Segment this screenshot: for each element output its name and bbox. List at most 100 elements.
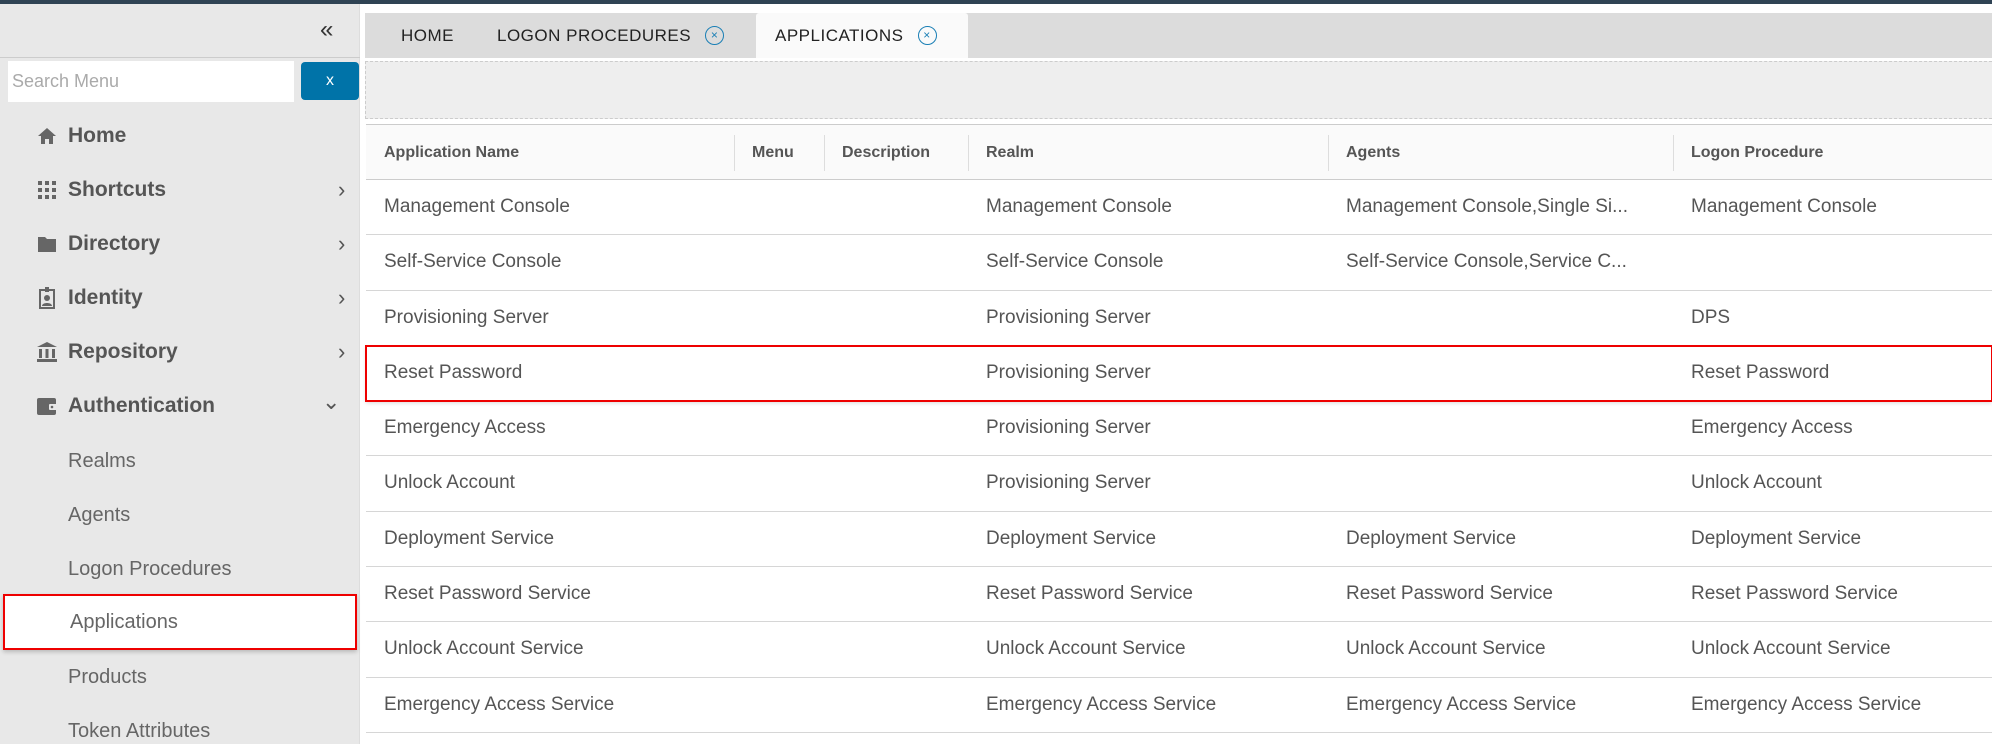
- column-header-application-name[interactable]: Application Name: [384, 143, 520, 161]
- table-cell: Deployment Service: [384, 527, 555, 549]
- table-cell: Management Console,Single Si...: [1346, 196, 1628, 217]
- table-cell: Provisioning Server: [986, 472, 1151, 494]
- table-cell: Provisioning Server: [986, 361, 1151, 383]
- top-bar: [0, 0, 1992, 4]
- table-row[interactable]: Deployment Service Deployment Service Depl…: [366, 512, 1992, 568]
- table-row[interactable]: Emergency Access Service Emergency Access…: [366, 678, 1992, 733]
- column-header-agents[interactable]: Agents: [1328, 125, 1673, 180]
- table-cell: [734, 346, 824, 400]
- table-cell: Management Console: [384, 196, 570, 217]
- table-cell: [734, 512, 824, 566]
- table-cell: [824, 291, 968, 345]
- table-cell: Emergency Access Service: [1346, 693, 1577, 715]
- column-header-logon-procedure[interactable]: Logon Procedure: [1673, 125, 1992, 180]
- table-row[interactable]: Emergency Access Provisioning Server Emerg…: [366, 401, 1992, 457]
- bank-icon: [36, 341, 58, 363]
- tab-home[interactable]: HOME: [401, 13, 454, 58]
- table-cell: Deployment Service: [1691, 527, 1862, 549]
- table-cell: [1673, 235, 1992, 289]
- close-tab-icon[interactable]: ×: [917, 26, 937, 45]
- home-icon: [36, 125, 58, 147]
- table-cell: [734, 235, 824, 289]
- table-cell: Management Console: [986, 196, 1172, 217]
- sidebar-subitem-products[interactable]: Products: [0, 652, 360, 702]
- table-cell: Self-Service Console,Service C...: [1346, 251, 1627, 273]
- sidebar-subitem-token-attributes[interactable]: Token Attributes: [0, 706, 360, 756]
- table-cell: [1328, 401, 1673, 455]
- sidebar-item-identity[interactable]: Identity ›: [0, 273, 360, 323]
- table-cell: [824, 567, 968, 621]
- sidebar-item-label: Repository: [68, 340, 178, 363]
- table-cell: Reset Password Service: [986, 583, 1193, 605]
- table-cell: Unlock Account Service: [1346, 638, 1546, 660]
- tab-applications[interactable]: APPLICATIONS ×: [756, 13, 968, 58]
- collapse-sidebar-icon[interactable]: «: [320, 16, 334, 43]
- table-row[interactable]: Unlock Account Provisioning Server Unlock …: [366, 456, 1992, 512]
- sidebar-item-label: Home: [68, 124, 127, 147]
- clear-search-button[interactable]: x: [301, 62, 359, 100]
- table-cell: Reset Password: [1691, 361, 1830, 383]
- chevron-right-icon: ›: [338, 285, 346, 310]
- table-cell: Unlock Account: [384, 472, 515, 494]
- sidebar-item-repository[interactable]: Repository ›: [0, 327, 360, 377]
- table-row[interactable]: Management Console Management Console Mana…: [366, 180, 1992, 236]
- chevron-right-icon: ›: [338, 339, 346, 364]
- table-header: Application Name Menu Description Realm Agen…: [366, 124, 1992, 180]
- sidebar-subitem-agents[interactable]: Agents: [0, 490, 360, 540]
- sidebar-item-shortcuts[interactable]: Shortcuts ›: [0, 165, 360, 215]
- tab-label: LOGON PROCEDURES: [497, 25, 692, 45]
- sidebar-subitem-label: Applications: [70, 610, 178, 633]
- sidebar-item-label: Identity: [68, 286, 143, 309]
- close-tab-icon[interactable]: ×: [705, 26, 725, 45]
- table-cell: Unlock Account: [1691, 472, 1822, 494]
- table-cell: [734, 180, 824, 234]
- sidebar-subitem-realms[interactable]: Realms: [0, 436, 360, 486]
- search-menu-input[interactable]: [8, 61, 294, 102]
- table-cell: Deployment Service: [1346, 527, 1517, 549]
- table-row[interactable]: Reset Password Provisioning Server Reset P…: [365, 344, 1992, 403]
- table-cell: [1328, 456, 1673, 510]
- tab-logon-procedures[interactable]: LOGON PROCEDURES ×: [497, 13, 725, 58]
- sidebar-item-home[interactable]: Home: [0, 111, 360, 161]
- sidebar-subitem-logon-procedures[interactable]: Logon Procedures: [0, 544, 360, 594]
- tab-label: APPLICATIONS: [775, 25, 904, 45]
- applications-table: Application Name Menu Description Realm Agen…: [365, 124, 1992, 733]
- table-cell: Self-Service Console: [384, 251, 562, 273]
- sidebar-subitem-label: Agents: [68, 503, 131, 526]
- table-row[interactable]: Reset Password Service Reset Password Ser…: [366, 567, 1992, 623]
- table-cell: [734, 678, 824, 732]
- table-cell: [824, 401, 968, 455]
- table-cell: Deployment Service: [986, 527, 1157, 549]
- id-badge-icon: [36, 287, 58, 309]
- table-row[interactable]: Self-Service Console Self-Service Console…: [366, 235, 1992, 291]
- table-row[interactable]: Unlock Account Service Unlock Account Ser…: [366, 622, 1992, 678]
- table-cell: Reset Password Service: [1346, 583, 1553, 605]
- table-cell: [824, 678, 968, 732]
- table-row[interactable]: Provisioning Server Provisioning Server DP…: [366, 291, 1992, 346]
- tab-bar: HOME LOGON PROCEDURES × APPLICATIONS ×: [365, 13, 1992, 58]
- table-cell: Emergency Access Service: [384, 693, 615, 715]
- table-cell: Provisioning Server: [986, 306, 1151, 328]
- table-cell: DPS: [1691, 306, 1731, 328]
- table-cell: Reset Password: [384, 361, 523, 383]
- folder-icon: [36, 233, 58, 255]
- sidebar-item-label: Shortcuts: [68, 178, 167, 201]
- table-cell: Unlock Account Service: [384, 638, 584, 660]
- column-header-realm[interactable]: Realm: [968, 125, 1328, 180]
- table-cell: [824, 456, 968, 510]
- sidebar-subitem-label: Logon Procedures: [68, 557, 232, 580]
- sidebar: « x HomeShortcuts›Directory›Identity›Rep…: [0, 4, 360, 744]
- table-cell: [824, 512, 968, 566]
- table-cell: Emergency Access Service: [986, 693, 1217, 715]
- column-header-menu[interactable]: Menu: [734, 125, 824, 180]
- table-cell: [734, 456, 824, 510]
- sidebar-item-authentication[interactable]: Authentication ⌄: [0, 381, 360, 431]
- sidebar-subitem-label: Token Attributes: [68, 719, 211, 742]
- sidebar-subitem-applications[interactable]: Applications: [3, 594, 357, 650]
- wallet-icon: [36, 395, 58, 417]
- sidebar-subitem-label: Products: [68, 665, 147, 688]
- sidebar-item-directory[interactable]: Directory ›: [0, 219, 360, 269]
- grid-icon: [36, 179, 58, 201]
- table-cell: [734, 567, 824, 621]
- column-header-description[interactable]: Description: [824, 125, 968, 180]
